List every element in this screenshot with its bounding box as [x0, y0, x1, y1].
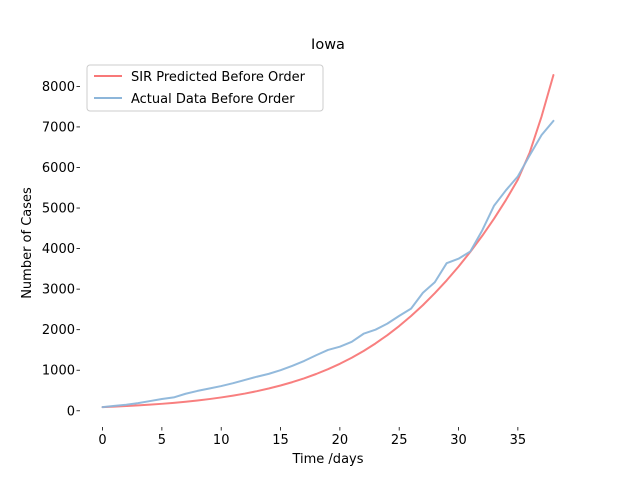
y-tick-label: 2000	[42, 323, 75, 338]
x-tick-label: 15	[272, 433, 289, 448]
chart-title: Iowa	[311, 37, 345, 53]
y-axis-label: Number of Cases	[20, 187, 35, 299]
y-tick-label: 0	[67, 404, 75, 419]
y-tick-label: 7000	[42, 120, 75, 135]
x-tick-label: 30	[450, 433, 467, 448]
x-tick-label: 5	[158, 433, 166, 448]
x-tick-label: 10	[213, 433, 230, 448]
y-tick-label: 1000	[42, 364, 75, 379]
legend-label-sir-predicted: SIR Predicted Before Order	[131, 70, 306, 85]
y-tick-label: 8000	[42, 80, 75, 95]
y-tick-label: 3000	[42, 283, 75, 298]
y-tick-label: 6000	[42, 161, 75, 176]
legend-label-actual-data: Actual Data Before Order	[131, 92, 295, 107]
x-axis-label: Time /days	[291, 452, 363, 467]
y-tick-label: 5000	[42, 202, 75, 217]
x-tick-label: 25	[391, 433, 408, 448]
y-tick-label: 4000	[42, 242, 75, 257]
series-layer	[101, 74, 555, 409]
legend: SIR Predicted Before Order Actual Data B…	[86, 64, 324, 112]
x-axis-ticks: 0 5 10 15 20 25 30 35	[98, 427, 526, 448]
x-tick-label: 0	[98, 433, 106, 448]
x-tick-label: 20	[332, 433, 349, 448]
series-line-sir-predicted-before-order	[101, 74, 555, 409]
y-axis-ticks: 0 1000 2000 3000 4000 5000 6000 7000 8000	[42, 80, 80, 419]
x-tick-label: 35	[510, 433, 527, 448]
series-line-actual-data-before-order	[101, 119, 555, 409]
legend-frame	[86, 64, 324, 112]
